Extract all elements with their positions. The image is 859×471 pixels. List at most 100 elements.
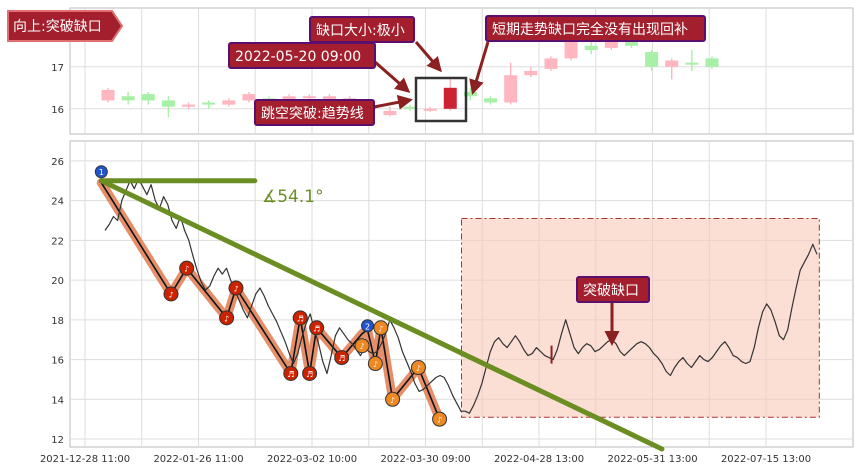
wave-marker-glyph: ♪ (373, 360, 378, 369)
candle-body (524, 71, 538, 76)
wave-note-marker (309, 320, 325, 336)
gap-highlight-box (414, 76, 468, 123)
candle-body (222, 100, 236, 105)
box-label-callout (576, 276, 650, 303)
direction-label: 向上:突破缺口 (13, 19, 102, 35)
price-line (104, 178, 818, 414)
candle-body (665, 60, 679, 67)
gap-time-label: 2022-05-20 09:00 (235, 49, 361, 65)
candle-body (302, 96, 316, 99)
top-y-tick-label: 16 (51, 105, 64, 116)
gap-note-label: 短期走势缺口完全没有出现回补 (492, 21, 688, 38)
candle-body (504, 75, 518, 103)
wave-marker-glyph: ♬ (287, 370, 294, 379)
wave-note-marker (179, 260, 195, 276)
wave-note-marker (432, 411, 448, 427)
main-y-tick-label: 12 (51, 435, 64, 446)
arrow-gap-time (374, 60, 411, 93)
gap-note-callout (485, 15, 706, 42)
candle-body (322, 96, 336, 101)
candle-body (705, 58, 719, 67)
candle-body (443, 87, 457, 109)
main-y-tick-label: 26 (51, 157, 64, 168)
breakout-callout (254, 99, 375, 126)
breakout-gap-box (461, 217, 820, 418)
candle-body (121, 96, 135, 101)
x-tick-label: 2022-05-31 13:00 (607, 454, 697, 465)
wave-note-marker (373, 320, 389, 336)
candle-body (624, 41, 638, 46)
main-y-tick-label: 14 (51, 395, 64, 406)
x-tick-label: 2022-03-30 09:00 (380, 454, 470, 465)
arrow-gap-size (414, 41, 442, 73)
candle-body (604, 39, 618, 48)
x-tick-label: 2022-04-28 13:00 (494, 454, 584, 465)
wave-marker-glyph: ♪ (360, 342, 365, 351)
wave-marker-glyph: ♬ (306, 370, 313, 379)
x-tick-label: 2022-01-26 11:00 (153, 454, 243, 465)
wave-marker-glyph: ♪ (416, 364, 421, 373)
candle-body (202, 102, 216, 105)
x-tick-label: 2022-03-02 10:00 (267, 454, 357, 465)
wave-marker-glyph: ♬ (297, 314, 304, 323)
candle-body (383, 110, 397, 116)
wave-note-marker (228, 280, 244, 296)
wave-marker-glyph: ♪ (184, 265, 189, 274)
wave-marker-glyph: 2 (365, 322, 370, 331)
x-axis-ticks: 2021-12-28 11:00 2022-01-26 11:00 2022-03-… (40, 454, 811, 465)
main-y-tick-label: 20 (51, 276, 64, 287)
candle-body (685, 62, 699, 65)
gap-time-callout (228, 42, 376, 69)
wave-marker-glyph: ♪ (378, 324, 383, 333)
candle-body (564, 41, 578, 59)
wave-markers: 1 ♪ ♪ ♪ ♪ ♬ ♬ ♬ ♬ ♬ 2 ♪ ♪ ♪ ♪ ♪ ♪ (94, 165, 448, 427)
wave-note-marker (283, 365, 299, 381)
x-tick-label: 2022-07-15 13:00 (721, 454, 811, 465)
main-y-tick-label: 16 (51, 356, 64, 367)
top-panel-frame (69, 7, 854, 135)
candle-body (242, 94, 256, 101)
wave-marker-glyph: ♬ (338, 354, 345, 363)
arrow-gap-note (469, 41, 490, 95)
breakout-label: 跳空突破:趋势线 (261, 106, 364, 122)
wave-note-marker (334, 350, 350, 366)
wave-note-marker (354, 338, 370, 354)
wave-marker-glyph: 1 (99, 168, 104, 177)
candle-body (423, 108, 437, 111)
wave-note-marker (385, 391, 401, 407)
wave-note-marker (163, 286, 179, 302)
candle-body (584, 45, 598, 50)
candle-body (484, 98, 498, 103)
candle-body (645, 52, 659, 67)
wave-note-marker (302, 365, 318, 381)
wave-note-marker (219, 310, 235, 326)
wave-marker-glyph: ♪ (233, 285, 238, 294)
candle-body (141, 94, 155, 101)
top-y-tick-label: 17 (51, 63, 64, 74)
wave-start-marker (361, 319, 375, 333)
candle-body (101, 89, 115, 101)
wave-start-marker (94, 165, 108, 179)
trend-line (98, 178, 665, 452)
box-label: 突破缺口 (583, 283, 639, 299)
wave-marker-glyph: ♪ (390, 396, 395, 405)
wave-marker-glyph: ♪ (168, 291, 173, 300)
x-tick-label: 2021-12-28 11:00 (40, 454, 130, 465)
candle-body (403, 106, 417, 109)
direction-flag (7, 10, 124, 42)
candle-body (161, 100, 175, 107)
main-y-tick-label: 24 (51, 197, 64, 208)
arrow-breakout (373, 94, 413, 110)
wave-note-marker (410, 360, 426, 376)
trend-angle-label: ∡54.1° (262, 187, 324, 207)
wave-marker-glyph: ♪ (224, 314, 229, 323)
wave-note-marker (367, 356, 383, 372)
wave-marker-glyph: ♪ (437, 416, 442, 425)
wave-note-marker (292, 310, 308, 326)
main-y-tick-label: 22 (51, 236, 64, 247)
main-y-tick-label: 18 (51, 316, 64, 327)
gap-size-label: 缺口大小:极小 (316, 23, 405, 39)
